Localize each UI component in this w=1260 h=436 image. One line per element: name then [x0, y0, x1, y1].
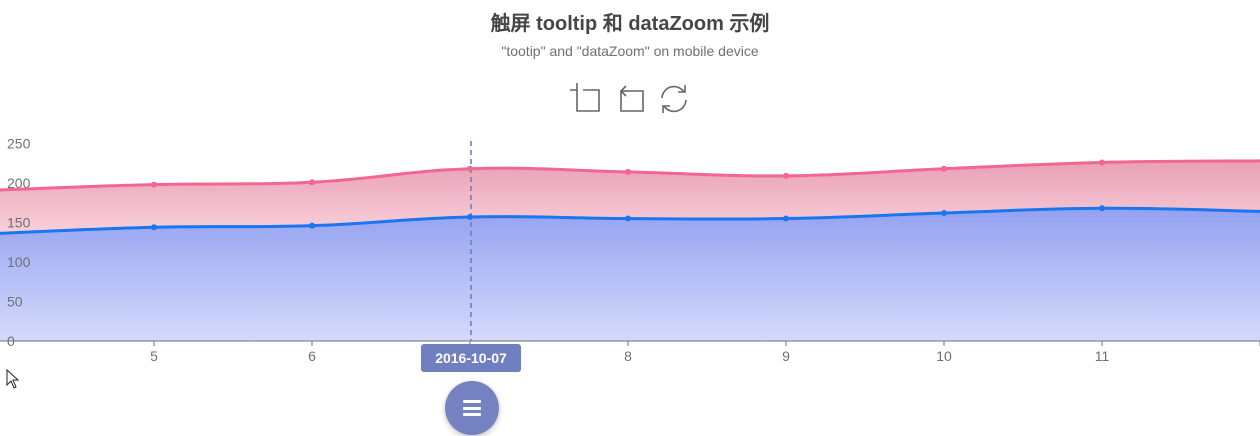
toolbox — [568, 81, 692, 117]
series-1-point[interactable] — [941, 165, 947, 172]
series-2-area — [0, 208, 1260, 341]
restore-icon — [661, 85, 687, 113]
axis-pointer-handle[interactable] — [445, 381, 499, 435]
series-2-point[interactable] — [1099, 205, 1105, 212]
x-tick-label: 5 — [150, 348, 158, 364]
chart-title: 触屏 tooltip 和 dataZoom 示例 — [490, 13, 770, 35]
y-tick-label: 150 — [7, 214, 31, 230]
x-tick-label: 11 — [1095, 348, 1110, 364]
series-1-point[interactable] — [1099, 159, 1105, 166]
axis-pointer-label: 2016-10-07 — [421, 344, 521, 372]
series-1-area — [0, 160, 1260, 234]
series-1-point[interactable] — [625, 168, 631, 175]
data-zoom-button[interactable] — [568, 81, 604, 117]
series-2-point[interactable] — [309, 222, 315, 229]
series-2-point[interactable] — [625, 215, 631, 222]
y-tick-label: 250 — [7, 135, 31, 151]
y-tick-label: 100 — [7, 254, 31, 270]
zoom-reset-icon — [619, 85, 644, 112]
data-zoom-icon — [570, 83, 600, 112]
zoom-reset-button[interactable] — [612, 81, 648, 117]
series-2-point[interactable] — [941, 210, 947, 217]
restore-button[interactable] — [656, 81, 692, 117]
x-tick-label: 9 — [782, 348, 790, 364]
x-tick-label: 8 — [624, 348, 632, 364]
menu-icon — [463, 400, 481, 416]
series-1-point[interactable] — [783, 172, 789, 179]
x-tick-label: 6 — [308, 348, 316, 364]
series-2-point[interactable] — [783, 215, 789, 222]
y-tick-label: 50 — [7, 293, 23, 309]
series-1-point[interactable] — [309, 179, 315, 186]
series-2-point[interactable] — [151, 224, 157, 231]
x-tick-label: 10 — [936, 348, 952, 364]
series-1-point[interactable] — [467, 165, 473, 172]
chart-subtitle: "tootip" and "dataZoom" on mobile device — [501, 43, 759, 59]
mouse-cursor-icon — [6, 369, 20, 389]
series-2-point[interactable] — [467, 213, 473, 220]
series-1-point[interactable] — [151, 181, 157, 188]
y-tick-label: 200 — [7, 175, 31, 191]
